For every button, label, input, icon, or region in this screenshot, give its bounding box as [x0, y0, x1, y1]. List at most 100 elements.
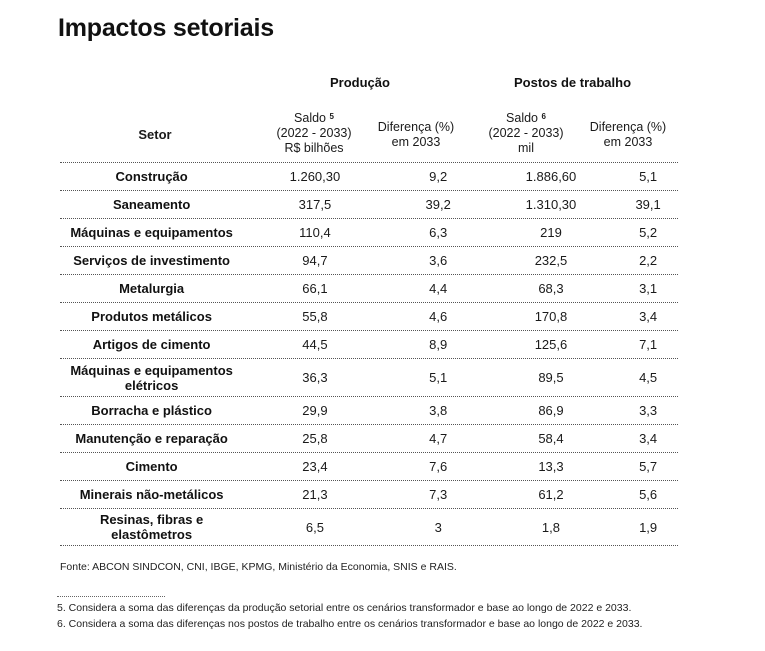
footnote-divider [57, 596, 165, 597]
cell-dif-post: 3,4 [639, 309, 658, 324]
cell-saldo-post: 61,2 [538, 487, 564, 502]
header-line: em 2033 [603, 135, 653, 149]
cell-setor: Construção [60, 169, 243, 184]
table-row: Serviços de investimento 94,7 3,6 232,5 2,2 [60, 246, 678, 274]
table-row: Máquinas e equipamentos 110,4 6,3 219 5,2 [60, 218, 678, 246]
cell-saldo-prod: 29,9 [302, 403, 328, 418]
cell-saldo-post: 89,5 [538, 370, 564, 385]
table-row: Minerais não-metálicos 21,3 7,3 61,2 5,6 [60, 480, 678, 508]
cell-dif-post: 5,2 [639, 225, 658, 240]
cell-dif-prod: 5,1 [429, 370, 448, 385]
header-line: (2022 - 2033) [488, 126, 564, 140]
footnote-6: 6. Considera a soma das diferenças nos p… [57, 618, 643, 630]
cell-saldo-prod: 317,5 [298, 197, 332, 212]
setor-line: Máquinas e equipamentos [70, 362, 233, 378]
cell-setor: Produtos metálicos [60, 309, 243, 324]
setor-line: Metalurgia [119, 281, 185, 296]
cell-setor: Resinas, fibras e elastômetros [60, 512, 243, 542]
cell-dif-prod: 8,9 [429, 337, 448, 352]
column-header-diferenca-producao: Diferença (%) em 2033 [370, 120, 462, 150]
cell-dif-prod: 3,6 [429, 253, 448, 268]
cell-saldo-prod: 44,5 [302, 337, 328, 352]
cell-dif-prod: 9,2 [429, 169, 448, 184]
cell-dif-prod: 3 [434, 519, 442, 535]
cell-setor: Cimento [60, 459, 243, 474]
page-title: Impactos setoriais [58, 14, 274, 42]
cell-saldo-prod: 66,1 [302, 281, 328, 296]
cell-dif-prod: 3,8 [429, 403, 448, 418]
header-line: Saldo [294, 111, 327, 125]
cell-saldo-prod: 1.260,30 [289, 169, 341, 184]
cell-saldo-post: 1.310,30 [525, 197, 577, 212]
cell-saldo-post: 170,8 [534, 309, 568, 324]
cell-saldo-post: 58,4 [538, 431, 564, 446]
cell-dif-prod: 4,6 [429, 309, 448, 324]
group-header-producao: Produção [330, 75, 390, 90]
table-row: Manutenção e reparação 25,8 4,7 58,4 3,4 [60, 424, 678, 452]
footnote-ref-6: 6 [541, 112, 546, 121]
setor-line: Resinas, fibras e [99, 512, 204, 527]
table-row: Cimento 23,4 7,6 13,3 5,7 [60, 452, 678, 480]
cell-setor: Artigos de cimento [60, 337, 243, 352]
table-row: Saneamento 317,5 39,2 1.310,30 39,1 [60, 190, 678, 218]
setor-line: elastômetros [111, 527, 193, 542]
cell-dif-prod: 7,6 [429, 459, 448, 474]
cell-dif-post: 4,5 [639, 370, 658, 385]
table-row: Metalurgia 66,1 4,4 68,3 3,1 [60, 274, 678, 302]
cell-dif-prod: 4,4 [429, 281, 448, 296]
cell-saldo-post: 1.886,60 [525, 169, 577, 184]
cell-setor: Minerais não-metálicos [60, 487, 243, 502]
cell-saldo-prod: 25,8 [302, 431, 328, 446]
header-line: mil [518, 141, 534, 155]
table-body: Construção 1.260,30 9,2 1.886,60 5,1 Saneamen… [60, 162, 678, 546]
cell-dif-post: 5,7 [639, 459, 658, 474]
cell-saldo-post: 86,9 [538, 403, 564, 418]
cell-saldo-prod: 23,4 [302, 459, 328, 474]
cell-dif-prod: 4,7 [429, 431, 448, 446]
setor-line: Minerais não-metálicos [79, 487, 224, 502]
cell-dif-post: 5,6 [639, 487, 658, 502]
cell-saldo-post: 232,5 [534, 253, 568, 268]
setor-line: Borracha e plástico [91, 403, 212, 418]
cell-dif-post: 7,1 [639, 337, 658, 352]
cell-saldo-prod: 36,3 [302, 370, 328, 385]
cell-dif-post: 5,1 [639, 169, 658, 184]
table-row: Borracha e plástico 29,9 3,8 86,9 3,3 [60, 396, 678, 424]
footnote-ref-5: 5 [329, 112, 334, 121]
cell-setor: Serviços de investimento [60, 253, 243, 268]
cell-saldo-post: 68,3 [538, 281, 564, 296]
header-line: em 2033 [391, 135, 441, 149]
header-line: R$ bilhões [284, 141, 344, 155]
cell-dif-prod: 39,2 [425, 197, 451, 212]
cell-saldo-post: 1,8 [541, 519, 560, 535]
cell-dif-post: 3,1 [639, 281, 658, 296]
table-row: Resinas, fibras e elastômetros 6,5 3 1,8 1,9 [60, 508, 678, 546]
cell-dif-post: 2,2 [639, 253, 658, 268]
footnote-5: 5. Considera a soma das diferenças da pr… [57, 602, 632, 614]
cell-setor: Máquinas e equipamentos [60, 225, 243, 240]
cell-dif-post: 1,9 [639, 519, 658, 535]
group-header-postos: Postos de trabalho [514, 75, 632, 90]
header-line: Saldo [506, 111, 539, 125]
source-note: Fonte: ABCON SINDCON, CNI, IBGE, KPMG, M… [60, 561, 457, 573]
cell-dif-prod: 7,3 [429, 487, 448, 502]
cell-dif-post: 39,1 [635, 197, 661, 212]
cell-setor: Borracha e plástico [60, 403, 243, 418]
cell-saldo-prod: 21,3 [302, 487, 328, 502]
cell-dif-post: 3,3 [639, 403, 658, 418]
cell-saldo-post: 219 [540, 225, 562, 240]
cell-dif-post: 3,4 [639, 431, 658, 446]
cell-saldo-prod: 55,8 [302, 309, 328, 324]
cell-saldo-post: 13,3 [538, 459, 564, 474]
cell-setor: Saneamento [60, 197, 243, 212]
setor-line: Construção [115, 169, 188, 184]
cell-saldo-prod: 110,4 [299, 225, 331, 240]
column-header-setor: Setor [138, 127, 172, 142]
column-header-diferenca-postos: Diferença (%) em 2033 [582, 120, 674, 150]
header-line: (2022 - 2033) [276, 126, 352, 140]
setor-line: elétricos [124, 377, 179, 393]
cell-setor: Manutenção e reparação [60, 431, 243, 446]
cell-saldo-prod: 94,7 [302, 253, 328, 268]
setor-line: Máquinas e equipamentos [70, 225, 233, 240]
cell-setor: Máquinas e equipamentos elétricos [60, 363, 243, 393]
